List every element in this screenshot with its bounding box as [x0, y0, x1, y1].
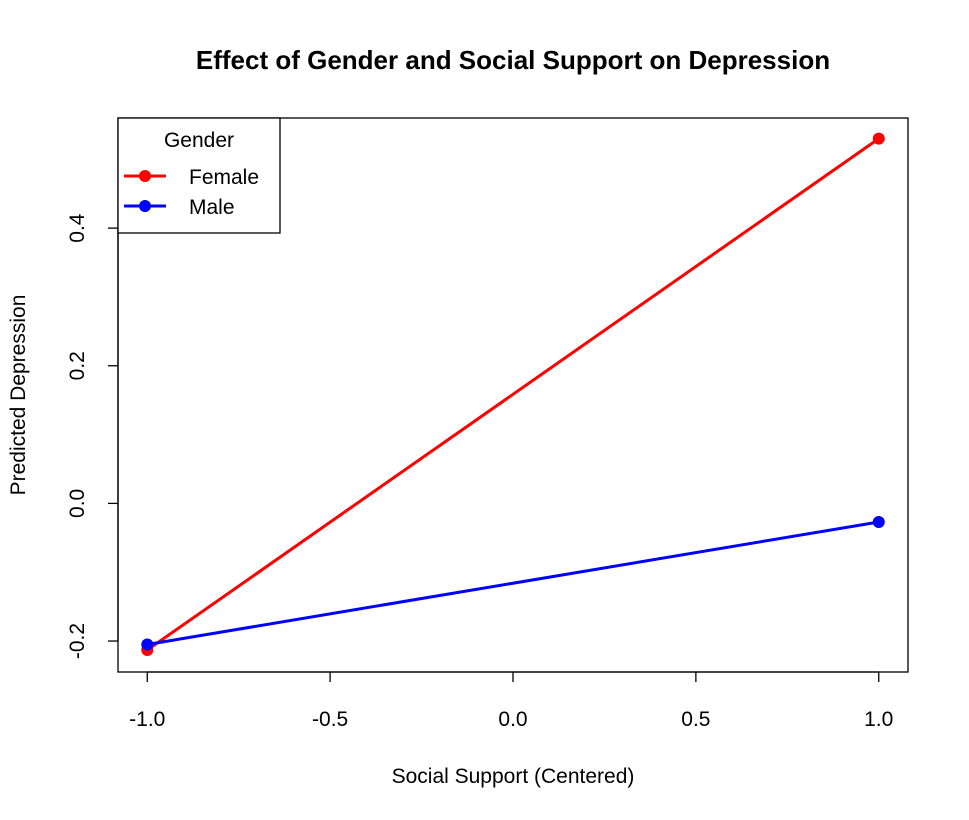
legend-label-male: Male	[189, 196, 235, 219]
chart-title: Effect of Gender and Social Support on D…	[196, 45, 830, 75]
x-tick-label: 0.5	[681, 708, 710, 731]
legend-title: Gender	[164, 129, 234, 152]
x-axis-title: Social Support (Centered)	[392, 765, 635, 788]
legend-label-female: Female	[189, 166, 259, 189]
legend-items: Female Male	[124, 166, 259, 219]
x-tick-label: 1.0	[864, 708, 893, 731]
series-layer	[141, 132, 885, 656]
y-tick-label: 0.4	[66, 213, 89, 243]
y-tick-label: 0.0	[66, 489, 89, 518]
legend-marker-male	[139, 200, 151, 212]
y-axis: -0.2 0.0 0.2 0.4	[66, 213, 119, 659]
x-axis: -1.0 -0.5 0.0 0.5 1.0	[129, 671, 893, 731]
series-line-female	[146, 137, 880, 652]
data-point-female	[872, 132, 885, 145]
legend-marker-female	[139, 170, 151, 182]
y-tick-label: -0.2	[66, 623, 89, 659]
y-axis-title: Predicted Depression	[7, 295, 30, 496]
x-tick-label: 0.0	[498, 708, 527, 731]
x-tick-label: -0.5	[312, 708, 348, 731]
y-tick-label: 0.2	[66, 351, 89, 380]
data-point-male	[141, 638, 154, 651]
legend: Gender Female Male	[117, 117, 281, 234]
data-point-male	[872, 515, 885, 528]
x-tick-label: -1.0	[129, 708, 165, 731]
series-line-male	[147, 520, 879, 646]
